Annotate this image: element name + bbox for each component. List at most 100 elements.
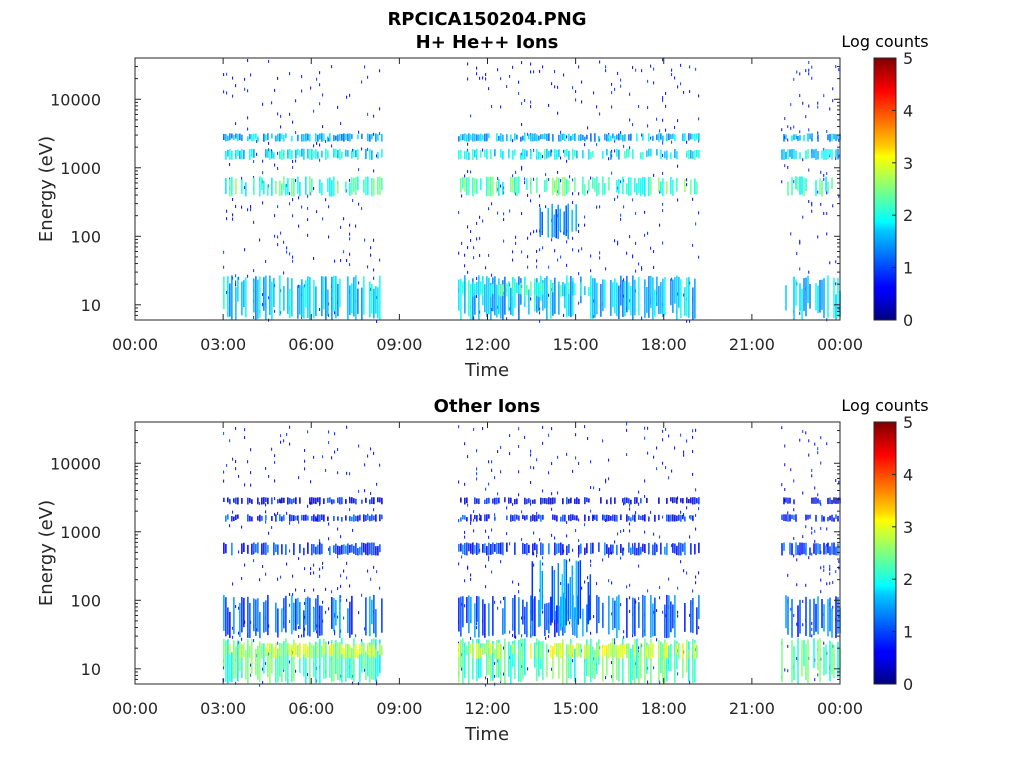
- spectrogram-speckle: [229, 439, 231, 443]
- spectrogram-speckle: [307, 218, 309, 222]
- spectrogram-band-cell: [650, 148, 652, 157]
- spectrogram-band-cell: [785, 285, 787, 311]
- spectrogram-speckle: [808, 104, 810, 108]
- spectrogram-band-cell: [516, 498, 518, 505]
- spectrogram-band-cell: [251, 133, 253, 142]
- spectrogram-band-cell: [616, 134, 618, 140]
- spectrogram-speckle: [781, 180, 783, 184]
- spectrogram-speckle: [641, 267, 643, 271]
- spectrogram-band-cell: [339, 497, 341, 505]
- spectrogram-band-cell: [281, 497, 283, 504]
- spectrogram-speckle: [334, 259, 336, 263]
- spectrogram-band-cell: [277, 499, 279, 504]
- spectrogram-band-cell: [638, 602, 640, 628]
- spectrogram-speckle: [662, 98, 664, 102]
- spectrogram-speckle: [596, 582, 598, 586]
- spectrogram-band-cell: [696, 607, 698, 635]
- spectrogram-band-cell: [616, 644, 618, 654]
- spectrogram-band-cell: [237, 497, 239, 505]
- spectrogram-band-cell: [692, 515, 694, 521]
- spectrogram-band-cell: [263, 542, 265, 555]
- x-tick-label: 18:00: [641, 335, 687, 354]
- spectrogram-speckle: [650, 64, 652, 68]
- spectrogram-speckle: [226, 209, 228, 213]
- spectrogram-speckle: [790, 607, 792, 611]
- spectrogram-band-cell: [664, 151, 666, 159]
- spectrogram-band-cell: [558, 149, 560, 158]
- spectrogram-band-cell: [261, 497, 263, 505]
- spectrogram-band-cell: [622, 644, 624, 659]
- spectrogram-band-cell: [568, 544, 570, 553]
- spectrogram-band-cell: [562, 544, 564, 555]
- spectrogram-speckle: [557, 170, 559, 174]
- spectrogram-band-cell: [355, 498, 357, 505]
- spectrogram-speckle: [656, 609, 658, 613]
- spectrogram-speckle: [677, 610, 679, 614]
- spectrogram-speckle: [811, 468, 813, 472]
- spectrogram-band-cell: [678, 542, 680, 556]
- spectrogram-speckle: [485, 564, 487, 568]
- spectrogram-speckle: [617, 71, 619, 75]
- spectrogram-speckle: [289, 72, 291, 76]
- spectrogram-band-cell: [379, 514, 381, 522]
- spectrogram-band-cell: [676, 545, 678, 556]
- x-tick-label: 03:00: [200, 335, 246, 354]
- spectrogram-band-cell: [484, 284, 486, 313]
- spectrogram-band-cell: [668, 595, 670, 638]
- spectrogram-band-cell: [287, 277, 289, 314]
- spectrogram-band-cell: [474, 133, 476, 142]
- spectrogram-band-cell: [466, 542, 468, 556]
- spectrogram-speckle: [695, 581, 697, 585]
- spectrogram-band-cell: [630, 499, 632, 505]
- spectrogram-speckle: [295, 179, 297, 183]
- spectrogram-band-cell: [829, 149, 831, 156]
- spectrogram-speckle: [647, 451, 649, 455]
- spectrogram-speckle: [277, 151, 279, 155]
- spectrogram-band-cell: [632, 149, 634, 160]
- spectrogram-speckle: [352, 199, 354, 203]
- spectrogram-band-cell: [498, 497, 500, 504]
- spectrogram-speckle: [590, 485, 592, 489]
- spectrogram-speckle: [512, 633, 514, 637]
- y-axis-label: Energy (eV): [36, 136, 57, 242]
- spectrogram-speckle: [226, 291, 228, 295]
- spectrogram-speckle: [671, 68, 673, 72]
- spectrogram-band-cell: [524, 515, 526, 521]
- spectrogram-band-cell: [612, 282, 614, 308]
- spectrogram-speckle: [539, 319, 541, 323]
- spectrogram-speckle: [482, 427, 484, 431]
- spectrogram-speckle: [491, 202, 493, 206]
- spectrogram-speckle: [289, 112, 291, 116]
- spectrogram-speckle: [292, 214, 294, 218]
- spectrogram-band-cell: [656, 148, 658, 156]
- spectrogram-speckle: [494, 674, 496, 678]
- spectrogram-band-cell: [466, 517, 468, 522]
- spectrogram-band-cell: [553, 570, 556, 620]
- spectrogram-band-cell: [381, 177, 383, 191]
- spectrogram-band-cell: [566, 645, 568, 658]
- spectrogram-speckle: [823, 565, 825, 569]
- spectrogram-band-cell: [542, 134, 544, 140]
- spectrogram-speckle: [253, 269, 255, 273]
- spectrogram-speckle: [370, 253, 372, 257]
- spectrogram-band-cell: [803, 542, 805, 555]
- spectrogram-speckle: [482, 219, 484, 223]
- spectrogram-speckle: [796, 252, 798, 256]
- spectrogram-band-cell: [377, 151, 379, 159]
- spectrogram-band-cell: [632, 546, 634, 555]
- spectrogram-band-cell: [642, 176, 644, 195]
- spectrogram-speckle: [250, 673, 252, 677]
- spectrogram-band-cell: [355, 543, 357, 555]
- spectrogram-band-cell: [297, 148, 299, 156]
- spectrogram-speckle: [346, 425, 348, 429]
- spectrogram-speckle: [346, 598, 348, 602]
- spectrogram-band-cell: [646, 287, 648, 313]
- spectrogram-band-cell: [678, 514, 680, 521]
- spectrogram-band-cell: [596, 176, 598, 197]
- spectrogram-speckle: [473, 256, 475, 260]
- spectrogram-speckle: [256, 152, 258, 156]
- spectrogram-band-cell: [478, 543, 480, 554]
- spectrogram-band-cell: [470, 284, 472, 320]
- spectrogram-speckle: [262, 564, 264, 568]
- spectrogram-band-cell: [531, 561, 534, 621]
